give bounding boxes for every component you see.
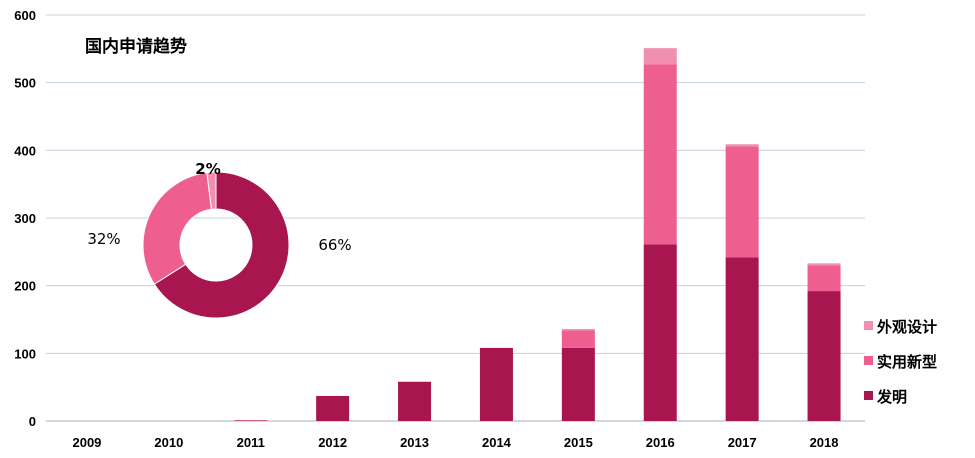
donut-percent-label: 2% [195,160,220,178]
bar-segment [643,64,677,245]
x-tick-label: 2010 [154,435,183,450]
legend-swatch [864,391,873,400]
y-tick-label: 400 [14,143,36,158]
donut-percent-label: 66% [318,236,351,254]
y-tick-label: 600 [14,8,36,23]
donut-slice [206,171,217,210]
bar-segment [643,244,677,421]
x-tick-label: 2013 [400,435,429,450]
x-tick-label: 2014 [482,435,512,450]
x-tick-label: 2015 [564,435,593,450]
legend-swatch [864,321,873,330]
x-tick-label: 2018 [810,435,839,450]
x-tick-label: 2012 [318,435,347,450]
x-tick-label: 2016 [646,435,675,450]
donut-chart: 66% 32% 2% [87,160,352,319]
y-axis-ticks: 0 100 200 300 400 500 600 [14,8,36,429]
donut-slice [153,171,290,319]
y-tick-label: 200 [14,279,36,294]
bar-segment [725,257,759,421]
y-tick-label: 300 [14,211,36,226]
bar-segment [234,420,268,421]
bar-segment [561,330,595,348]
legend-swatch [864,356,873,365]
x-tick-label: 2011 [237,435,265,450]
legend-label: 发明 [876,388,907,406]
bar-segment [398,381,432,421]
chart-title: 国内申请趋势 [85,36,187,57]
donut-percent-label: 32% [87,230,120,248]
bar-segment [725,144,759,147]
bar-segment [807,291,841,421]
y-tick-label: 0 [29,414,36,429]
bar-segment [807,265,841,292]
bar-segment [807,263,841,266]
y-tick-label: 500 [14,76,36,91]
x-tick-label: 2009 [72,435,101,450]
legend-label: 实用新型 [877,353,937,371]
bar-segment [479,347,513,421]
y-tick-label: 100 [14,346,36,361]
x-axis-ticks: 2009 2010 2011 2012 2013 2014 2015 2016 2017 2018 [72,435,838,450]
donut-slice [142,172,213,285]
bar-segment [561,347,595,421]
bar-segment [643,48,677,65]
bars [234,48,841,421]
x-tick-label: 2017 [728,435,757,450]
legend-label: 外观设计 [876,318,937,336]
bar-segment [725,146,759,258]
bar-segment [316,395,350,421]
bar-segment [561,328,595,331]
